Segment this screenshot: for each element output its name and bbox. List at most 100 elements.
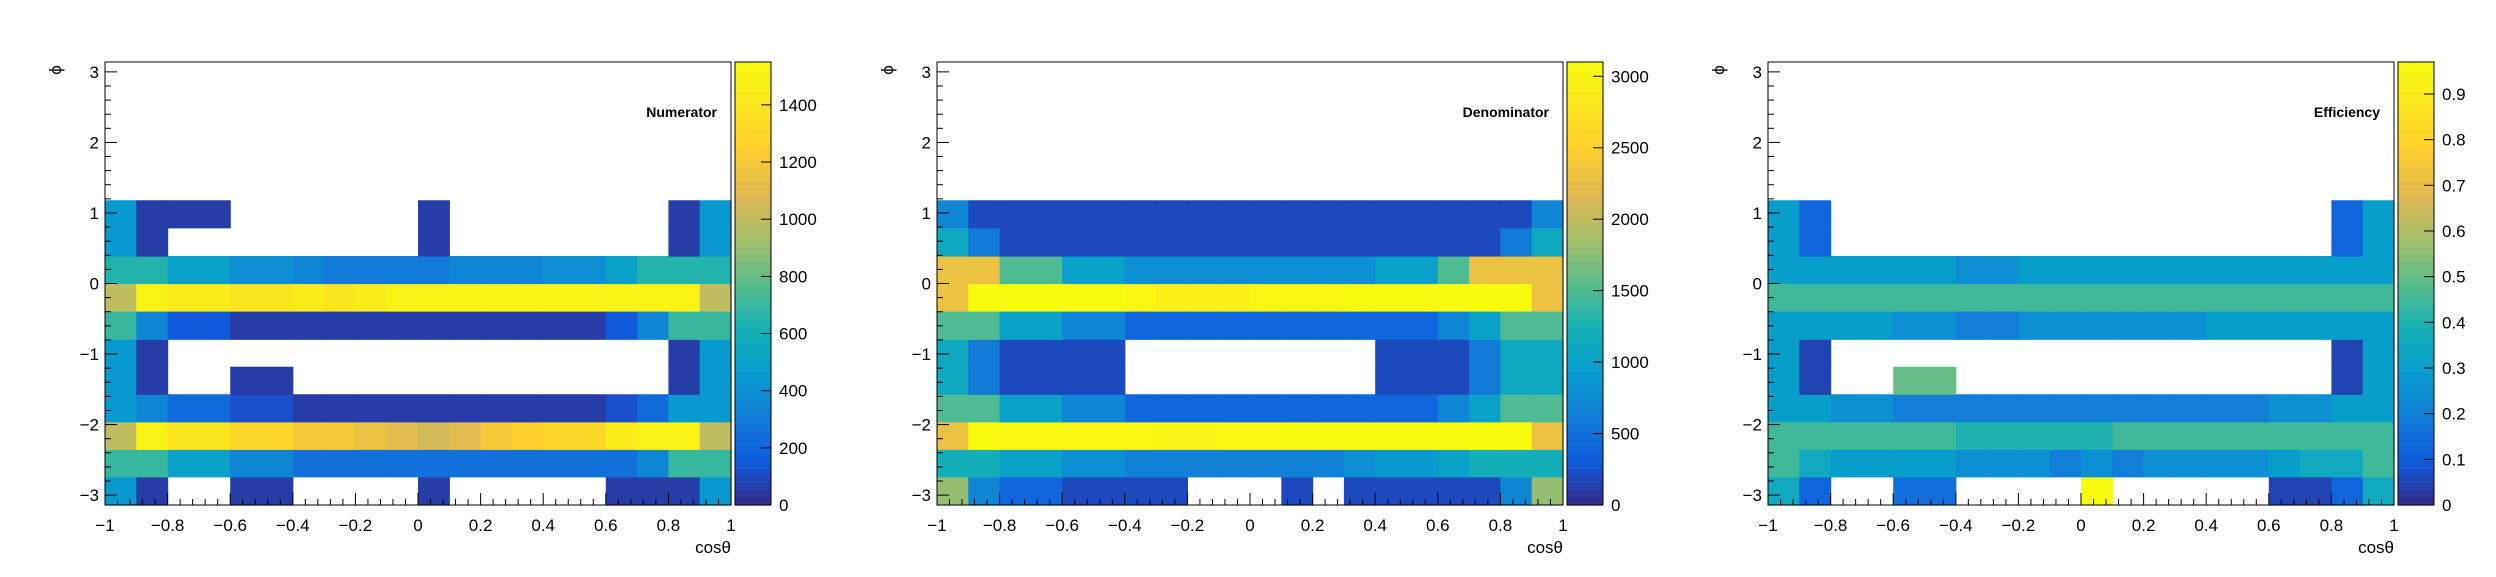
colorbar-swatch <box>1567 357 1603 366</box>
panel-title: Numerator <box>646 104 717 120</box>
colorbar-swatch <box>1567 187 1603 196</box>
x-tick-label: −0.8 <box>1814 516 1848 535</box>
colorbar-swatch <box>735 239 771 248</box>
colorbar-swatch <box>1567 372 1603 381</box>
colorbar-swatch <box>735 276 771 285</box>
heatmap-cell <box>2143 283 2176 312</box>
heatmap-cell <box>937 227 969 257</box>
heatmap-cell <box>605 394 638 423</box>
heatmap-cell <box>543 394 607 423</box>
heatmap-cell <box>1500 394 1533 423</box>
heatmap-cell <box>2081 283 2113 312</box>
colorbar-swatch <box>735 423 771 432</box>
heatmap-cell <box>230 421 294 450</box>
heatmap-cell <box>543 421 607 450</box>
x-tick-label: −0.6 <box>1045 516 1079 535</box>
colorbar-swatch <box>1567 268 1603 277</box>
heatmap-cell <box>2300 421 2332 450</box>
heatmap-cell <box>637 311 669 340</box>
heatmap-cell <box>418 255 450 285</box>
heatmap-cell <box>1062 311 1126 340</box>
heatmap-cell <box>1531 421 1564 450</box>
colorbar-tick-label: 0.4 <box>2442 313 2466 332</box>
heatmap-cell <box>1281 255 1314 285</box>
heatmap-cell <box>2268 394 2301 423</box>
heatmap-cell <box>1437 394 1470 423</box>
heatmap-cell <box>1218 311 1251 340</box>
heatmap-cell <box>1531 200 1564 229</box>
heatmap-cell <box>2112 255 2145 285</box>
colorbar-swatch <box>735 143 771 152</box>
colorbar-swatch <box>735 394 771 403</box>
heatmap-cell <box>1343 476 1376 506</box>
x-tick-label: 0.6 <box>2257 516 2281 535</box>
heatmap-cell <box>543 311 607 340</box>
colorbar-swatch <box>2398 349 2434 358</box>
x-tick-label: −1 <box>95 516 114 535</box>
colorbar-swatch <box>735 460 771 469</box>
x-tick-label: −0.6 <box>213 516 247 535</box>
colorbar-swatch <box>735 84 771 93</box>
heatmap-cell <box>355 283 388 312</box>
heatmap-cell <box>1799 366 1832 395</box>
y-axis: −3 −2 −1 0 1 2 3 <box>80 63 117 505</box>
x-tick-label: −0.4 <box>1939 516 1973 535</box>
heatmap-cell <box>2143 255 2176 285</box>
y-axis-title: ϕ <box>46 65 65 75</box>
heatmap-cell <box>1531 255 1564 285</box>
heatmap-cell <box>1469 421 1501 450</box>
heatmap-cell <box>2300 255 2332 285</box>
heatmap-cell <box>1830 449 1894 478</box>
colorbar-swatch <box>1567 202 1603 211</box>
colorbar-swatch <box>2398 423 2434 432</box>
heatmap-cell <box>1893 366 1957 395</box>
colorbar-swatch <box>1567 150 1603 159</box>
heatmap-cell <box>543 255 607 285</box>
colorbar-swatch <box>1567 239 1603 248</box>
y-tick-label: 0 <box>1753 275 1762 294</box>
heatmap-cell <box>2268 476 2301 506</box>
heatmap-cell <box>1500 366 1533 395</box>
heatmap-cell <box>1799 311 1832 340</box>
heatmap-cell <box>1830 421 1894 450</box>
heatmap-cell <box>1987 283 2019 312</box>
heatmap-cell <box>937 255 969 285</box>
heatmap-cell <box>167 394 231 423</box>
colorbar-swatch <box>2398 187 2434 196</box>
colorbar-swatch <box>735 357 771 366</box>
heatmap-cell <box>1312 394 1345 423</box>
heatmap-cell <box>1469 449 1501 478</box>
colorbar-swatch <box>2398 113 2434 122</box>
colorbar: 0 500 1000 1500 2000 2500 3000 <box>1566 61 1649 515</box>
x-tick-label: 0 <box>413 516 422 535</box>
heatmap-cell <box>1500 200 1533 229</box>
colorbar-swatch <box>735 150 771 159</box>
colorbar-swatch <box>1567 475 1603 484</box>
y-tick-label: −2 <box>912 416 931 435</box>
colorbar-swatch <box>1567 76 1603 85</box>
colorbar-swatch <box>2398 76 2434 85</box>
heatmap-cell <box>1893 283 1957 312</box>
heatmap-cell <box>1768 366 1800 395</box>
heatmap-cell <box>136 449 169 478</box>
heatmap-cell <box>136 476 169 506</box>
heatmap-cell <box>324 394 356 423</box>
colorbar-tick-label: 0.7 <box>2442 176 2466 195</box>
x-tick-label: −0.2 <box>339 516 373 535</box>
x-tick-label: −1 <box>1758 516 1777 535</box>
colorbar-swatch <box>2398 497 2434 506</box>
x-tick-label: 0.4 <box>531 516 555 535</box>
heatmap-cell <box>1437 421 1470 450</box>
heatmap-cell <box>480 449 513 478</box>
heatmap-cell <box>418 200 450 229</box>
colorbar-swatch <box>2398 150 2434 159</box>
colorbar-tick-label: 0.5 <box>2442 268 2466 287</box>
colorbar-swatch <box>2398 62 2434 70</box>
heatmap-cell <box>1343 283 1376 312</box>
heatmap-cell <box>292 394 325 423</box>
x-axis: −1 −0.8 −0.6 −0.4 −0.2 0 0.2 0.4 0.6 0.8 1 <box>1758 493 2399 535</box>
heatmap-cell <box>2143 311 2176 340</box>
heatmap-cell <box>418 227 450 257</box>
heatmap-cell <box>1343 255 1376 285</box>
heatmap-cell <box>1955 311 1988 340</box>
